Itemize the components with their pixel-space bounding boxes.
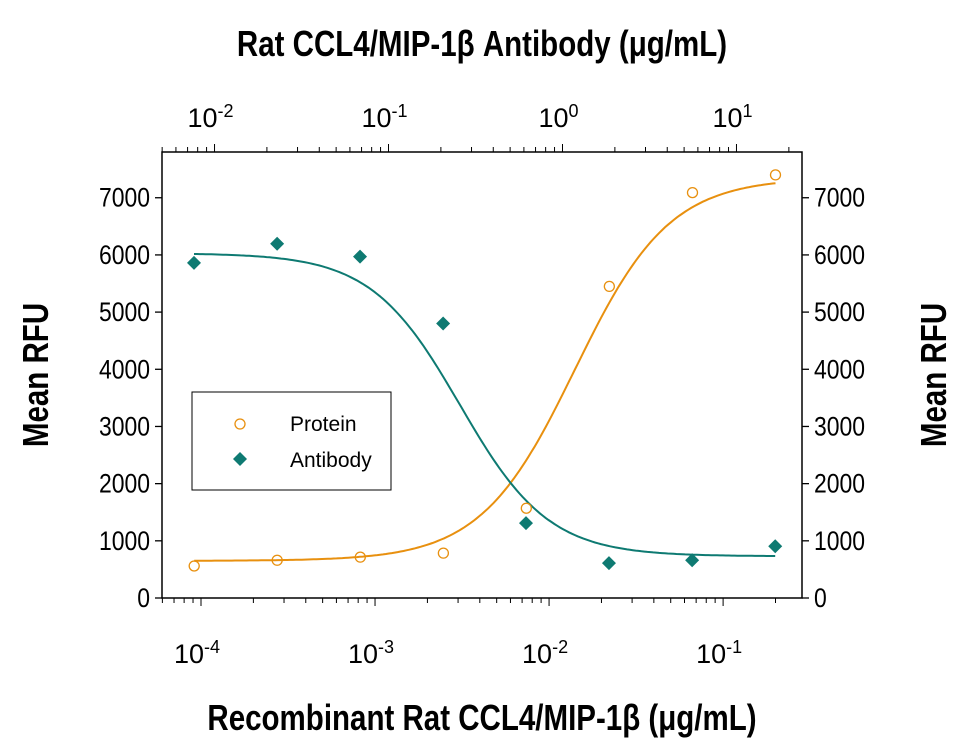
fit-curve-antibody: [194, 253, 776, 557]
data-point-antibody: [601, 556, 616, 571]
data-point-protein: [188, 560, 200, 572]
y-tick-label-left: 0: [137, 583, 150, 613]
data-point-antibody: [353, 249, 368, 264]
y-tick-label-right: 1000: [814, 526, 865, 556]
y-tick-label-left: 6000: [99, 240, 150, 270]
legend-box: [191, 391, 392, 491]
data-point-antibody: [685, 553, 700, 568]
legend: Protein Antibody: [191, 391, 392, 491]
plot-area: [161, 151, 803, 599]
legend-protein-label: Protein: [290, 413, 357, 436]
data-point-protein: [686, 186, 699, 199]
x-tick-label: 10-2: [522, 637, 568, 669]
data-point-antibody: [519, 516, 534, 531]
fit-curve-protein: [194, 182, 776, 562]
y-tick-label-left: 4000: [99, 355, 150, 385]
y-tick-label-right: 6000: [814, 240, 865, 270]
x-tick-label: 100: [538, 101, 578, 133]
y-tick-label-left: 5000: [99, 297, 150, 327]
legend-protein-marker: [234, 418, 246, 430]
y-tick-label-left: 7000: [99, 183, 150, 213]
data-point-protein: [271, 554, 283, 566]
y-tick-label-right: 3000: [814, 412, 865, 442]
y-tick-label-right: 2000: [814, 469, 865, 499]
y-tick-label-right: 5000: [814, 297, 865, 327]
y-axis-title-left: Mean RFU: [15, 303, 55, 447]
x-tick-label: 101: [712, 101, 752, 133]
x-tick-label: 10-1: [361, 101, 407, 133]
y-axis-title-right: Mean RFU: [913, 303, 953, 447]
x-tick-label: 10-1: [696, 637, 742, 669]
x-tick-label: 10-2: [187, 101, 233, 133]
data-point-protein: [769, 169, 782, 181]
y-tick-label-right: 7000: [814, 183, 865, 213]
data-point-antibody: [436, 316, 451, 331]
y-tick-label-right: 0: [814, 583, 827, 613]
y-tick-label-left: 1000: [99, 526, 150, 556]
data-point-protein: [603, 280, 615, 293]
data-point-protein: [354, 551, 366, 563]
top-axis-title: Rat CCL4/MIP-1β Antibody (μg/mL): [237, 23, 727, 63]
x-tick-label: 10-3: [348, 637, 394, 669]
y-tick-label-left: 3000: [99, 412, 150, 442]
x-tick-label: 10-4: [174, 637, 220, 669]
data-point-antibody: [186, 255, 201, 270]
data-point-protein: [520, 502, 532, 514]
x-axis-title: Recombinant Rat CCL4/MIP-1β (μg/mL): [207, 697, 756, 737]
data-point-protein: [437, 547, 450, 559]
legend-antibody-label: Antibody: [290, 449, 372, 472]
y-tick-label-right: 4000: [814, 355, 865, 385]
data-point-antibody: [768, 539, 783, 554]
data-point-antibody: [270, 236, 285, 251]
legend-antibody-marker: [233, 452, 247, 466]
y-tick-label-left: 2000: [99, 469, 150, 499]
